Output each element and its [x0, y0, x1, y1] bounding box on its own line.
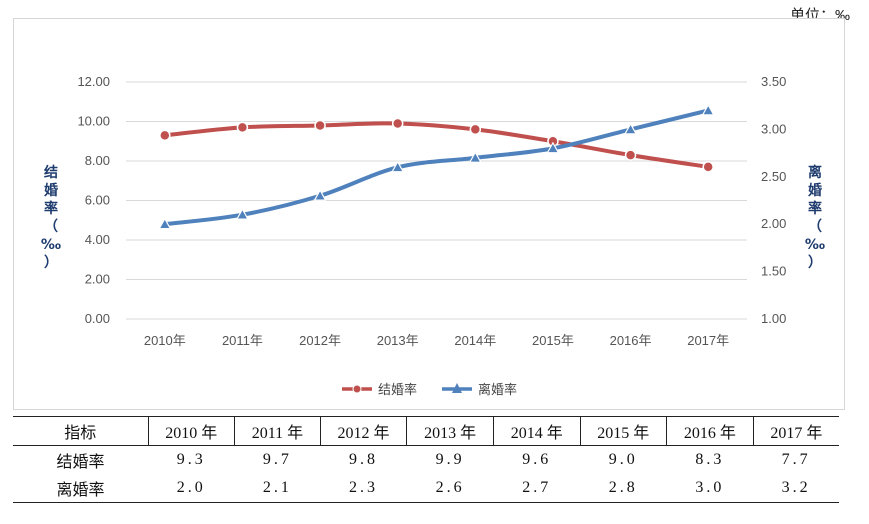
axis-title-char: 率 [44, 200, 58, 217]
y-left-tick-label: 2.00 [85, 272, 110, 287]
table-header-cell: 2010 年 [147, 416, 235, 446]
row-label: 结婚率 [56, 454, 105, 471]
table-cell: 9.6 [522, 451, 552, 468]
y-left-tick-label: 10.00 [77, 114, 110, 129]
table-header-cell: 2014 年 [492, 416, 580, 446]
table-header-cell: 2017 年 [752, 416, 839, 446]
table-header-cell: 2015 年 [579, 416, 667, 446]
table-header-row: 指标 2010 年 2011 年 2012 年 2013 年 2014 年 20… [13, 416, 839, 446]
y-right-tick-label: 2.00 [761, 216, 786, 231]
y-left-tick-label: 6.00 [85, 193, 110, 208]
series-line [162, 121, 711, 169]
axis-title-char: ） [808, 255, 822, 271]
x-tick-label: 2014年 [454, 333, 496, 348]
table-cell: 8.3 [695, 451, 725, 468]
axis-title-char: 率 [808, 200, 822, 217]
table-cell: 2.6 [406, 474, 494, 503]
table-cell: 7.7 [781, 451, 811, 468]
table-header-cell: 2012 年 [319, 416, 407, 446]
data-point-triangle [391, 160, 405, 173]
data-point-circle [469, 123, 482, 136]
table-header-cell: 指标 [13, 416, 148, 446]
data-point-triangle [313, 189, 327, 201]
y-left-tick-label: 4.00 [85, 232, 110, 247]
legend-label: 离婚率 [478, 382, 517, 398]
table-cell: 9.9 [435, 451, 465, 468]
table-cell: 9.3 [176, 451, 206, 468]
axis-title-char: ‰ [41, 237, 61, 253]
data-point-circle [314, 119, 326, 132]
table-row: 离婚率 2.0 2.1 2.3 2.6 2.7 2.8 3.0 3.2 [13, 474, 839, 503]
legend-item: 离婚率 [442, 382, 517, 398]
legend-label: 结婚率 [378, 382, 417, 398]
axis-title-char: （ [808, 219, 822, 235]
table-cell: 2.7 [493, 474, 580, 503]
axis-title-char: ‰ [805, 237, 825, 253]
data-point-triangle [158, 217, 172, 230]
y-right-tick-label: 2.50 [761, 169, 786, 184]
y-right-tick-label: 3.00 [761, 121, 786, 136]
y-left-axis-title: 结婚率 （ ‰ ） [41, 164, 61, 271]
table-cell: 9.0 [608, 451, 638, 468]
data-point-triangle [468, 151, 482, 163]
x-tick-label: 2013年 [377, 333, 419, 348]
axis-title-char: 婚 [808, 182, 822, 199]
x-tick-label: 2012年 [299, 333, 341, 348]
row-label: 离婚率 [13, 474, 148, 503]
table-header-cell: 2013 年 [406, 416, 494, 446]
data-point-circle [702, 161, 714, 173]
chart-area: 0.00 2.00 4.00 6.00 8.00 10.00 12.00 1.00 1.50 2… [13, 18, 845, 410]
data-point-triangle [235, 207, 249, 220]
y-left-tick-label: 0.00 [85, 311, 110, 326]
data-point-triangle [701, 103, 715, 116]
axis-title-char: （ [44, 219, 58, 235]
table-cell: 2.3 [320, 474, 407, 503]
data-point-circle [624, 149, 637, 161]
table-cell: 9.7 [262, 451, 292, 468]
series-divorce-rate [158, 103, 715, 230]
x-tick-label: 2010年 [144, 333, 186, 348]
table-row: 结婚率 9.3 9.7 9.8 9.9 9.6 9.0 8.3 7.7 [13, 446, 839, 475]
x-tick-label: 2016年 [610, 333, 652, 348]
legend-marker-circle [352, 384, 362, 394]
data-point-circle [391, 117, 404, 130]
series-marriage-rate [159, 117, 714, 173]
data-point-triangle [624, 122, 638, 135]
y-left-tick-label: 12.00 [77, 74, 110, 89]
table-cell: 3.2 [753, 474, 839, 503]
axis-title-char: ） [44, 255, 58, 271]
x-tick-label: 2011年 [222, 333, 263, 348]
table-cell: 2.8 [580, 474, 667, 503]
x-tick-label: 2017年 [687, 333, 729, 348]
line-chart: 0.00 2.00 4.00 6.00 8.00 10.00 12.00 1.00 1.50 2… [41, 74, 825, 398]
table-header-cell: 2016 年 [666, 416, 754, 446]
data-table: 指标 2010 年 2011 年 2012 年 2013 年 2014 年 20… [13, 416, 839, 503]
legend-item: 结婚率 [342, 382, 417, 398]
y-right-tick-label: 1.50 [761, 264, 786, 279]
table-cell: 9.8 [349, 451, 379, 468]
axis-title-char: 婚 [44, 182, 58, 199]
y-right-tick-label: 3.50 [761, 74, 786, 89]
table-cell: 2.1 [234, 474, 321, 503]
axis-title-char: 结 [44, 164, 58, 181]
axis-title-char: 离 [808, 164, 822, 181]
series-line [162, 108, 711, 227]
data-point-circle [236, 121, 249, 134]
legend-marker-triangle [452, 383, 462, 393]
x-tick-label: 2015年 [532, 333, 574, 348]
table-cell: 3.0 [666, 474, 754, 503]
y-right-axis-title: 离婚率 （ ‰ ） [805, 164, 825, 271]
data-point-triangle [546, 141, 560, 154]
y-right-tick-label: 1.00 [761, 311, 786, 326]
table-header-cell: 2011 年 [234, 416, 321, 446]
data-point-circle [159, 129, 171, 142]
y-left-tick-label: 8.00 [85, 153, 110, 168]
table-cell: 2.0 [148, 474, 235, 503]
